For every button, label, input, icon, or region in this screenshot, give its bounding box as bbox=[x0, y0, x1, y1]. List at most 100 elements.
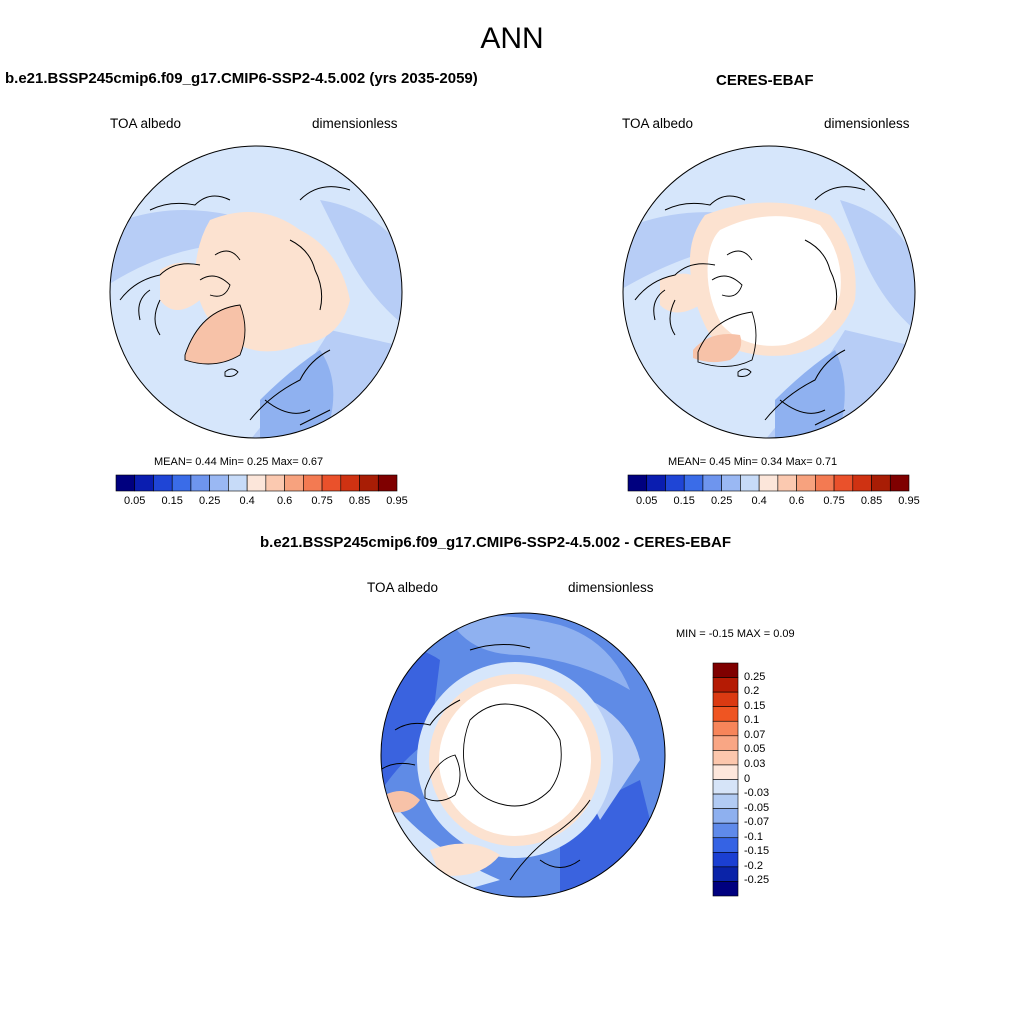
diff-colorbar-tick-label: 0.15 bbox=[744, 699, 766, 712]
diff-map-peach-bottom bbox=[430, 843, 500, 876]
obs-map-coast-europe bbox=[764, 349, 846, 426]
diff-map-north-blue bbox=[450, 616, 630, 690]
model-map-greenland bbox=[185, 305, 245, 364]
model-colorbar-tick-label: 0.6 bbox=[276, 495, 293, 507]
model-colorbar-swatch bbox=[171, 474, 192, 492]
obs-colorbar-swatch bbox=[852, 474, 872, 492]
model-colorbar-swatch bbox=[284, 474, 304, 492]
model-map bbox=[110, 146, 402, 438]
model-map-band-west bbox=[110, 210, 230, 290]
model-map-coast-north-america bbox=[119, 195, 231, 336]
model-map-band-east bbox=[320, 200, 402, 330]
obs-map-band-east bbox=[840, 200, 915, 330]
model-map-canada-peach bbox=[160, 262, 205, 310]
obs-colorbar-swatch bbox=[796, 474, 816, 492]
diff-colorbar-swatch bbox=[712, 837, 739, 853]
obs-colorbar-tick-label: 0.6 bbox=[788, 495, 805, 507]
diff-colorbar-swatch bbox=[712, 662, 739, 678]
obs-variable-label: TOA albedo bbox=[622, 116, 694, 131]
obs-colorbar-swatch bbox=[815, 474, 835, 492]
model-colorbar-swatch bbox=[321, 474, 342, 492]
obs-colorbar-swatch bbox=[683, 474, 704, 492]
model-colorbar-tick-label: 0.05 bbox=[124, 495, 146, 507]
model-colorbar-swatch bbox=[359, 474, 379, 492]
diff-colorbar-tick-label: 0.03 bbox=[744, 757, 766, 770]
diff-colorbar-tick-label: -0.1 bbox=[744, 830, 763, 843]
diff-colorbar-tick-label: -0.05 bbox=[744, 801, 770, 814]
model-colorbar-swatch bbox=[377, 474, 398, 492]
model-colorbar-swatch bbox=[134, 474, 154, 492]
model-colorbar bbox=[115, 474, 398, 492]
model-mean-label: MEAN= bbox=[154, 456, 193, 468]
model-panel-title: b.e21.BSSP245cmip6.f09_g17.CMIP6-SSP2-4.… bbox=[5, 70, 478, 87]
obs-colorbar-swatch bbox=[777, 474, 797, 492]
obs-colorbar-swatch bbox=[646, 474, 666, 492]
diff-map-ice-white bbox=[439, 684, 591, 836]
diff-colorbar-swatch bbox=[712, 881, 739, 897]
obs-colorbar-swatch bbox=[871, 474, 891, 492]
obs-colorbar-tick-label: 0.85 bbox=[860, 495, 883, 507]
model-map-coast-europe bbox=[249, 349, 331, 426]
model-colorbar-swatch bbox=[303, 474, 323, 492]
diff-colorbar-swatch bbox=[712, 720, 739, 737]
obs-colorbar-tick-label: 0.25 bbox=[710, 495, 733, 507]
obs-max-label: Max= bbox=[785, 456, 813, 468]
obs-colorbar-swatch bbox=[740, 474, 760, 492]
obs-map-greenland bbox=[693, 334, 742, 363]
obs-min-value: 0.34 bbox=[760, 456, 783, 468]
obs-min-label: Min= bbox=[733, 456, 758, 468]
diff-colorbar-tick-label: 0.07 bbox=[744, 728, 766, 741]
obs-map-coast-siberia bbox=[804, 186, 866, 311]
diff-colorbar-swatch bbox=[712, 808, 739, 824]
obs-map-coast-iceland bbox=[737, 368, 752, 377]
diff-colorbar-tick-label: -0.03 bbox=[744, 787, 770, 800]
model-map-coast-arctic-islands bbox=[199, 250, 241, 297]
diff-map-coast-europe bbox=[509, 799, 591, 881]
diff-colorbar-swatch bbox=[712, 750, 739, 766]
diff-variable-label: TOA albedo bbox=[367, 580, 439, 595]
diff-map-salmon-spot bbox=[385, 791, 420, 813]
obs-map-coast-north-america bbox=[634, 195, 746, 336]
obs-map-coast-arctic-islands bbox=[711, 250, 753, 297]
diff-colorbar-swatch bbox=[712, 706, 739, 722]
diff-colorbar-swatch bbox=[712, 779, 739, 795]
figure-title: ANN bbox=[480, 22, 544, 55]
obs-colorbar-swatch bbox=[702, 474, 722, 492]
obs-units-label: dimensionless bbox=[824, 116, 910, 131]
obs-colorbar bbox=[627, 474, 910, 492]
diff-colorbar bbox=[712, 662, 739, 897]
model-colorbar-tick-label: 0.15 bbox=[161, 495, 183, 507]
diff-colorbar-tick-label: 0.25 bbox=[744, 670, 766, 683]
obs-colorbar-tick-label: 0.95 bbox=[898, 495, 920, 507]
diff-colorbar-swatch bbox=[712, 822, 739, 839]
obs-mean-label: MEAN= bbox=[668, 456, 707, 468]
obs-colorbar-tick-label: 0.05 bbox=[636, 495, 658, 507]
model-colorbar-tick-label: 0.25 bbox=[198, 495, 221, 507]
diff-map bbox=[381, 613, 665, 897]
diff-map-border bbox=[380, 612, 666, 898]
obs-stats: MEAN= 0.45 Min= 0.34 Max= 0.71 bbox=[668, 456, 837, 468]
diff-colorbar-tick-label: 0 bbox=[744, 772, 751, 785]
model-map-coast-iceland bbox=[224, 368, 239, 377]
diff-colorbar-tick-label: -0.25 bbox=[744, 874, 770, 887]
model-colorbar-swatch bbox=[340, 474, 360, 492]
obs-mean-value: 0.45 bbox=[709, 456, 731, 468]
diff-colorbar-tick-label: -0.15 bbox=[744, 845, 770, 858]
model-min-label: Min= bbox=[219, 456, 244, 468]
obs-map-border bbox=[622, 145, 916, 439]
model-colorbar-tick-label: 0.85 bbox=[348, 495, 371, 507]
model-colorbar-tick-label: 0.75 bbox=[311, 495, 333, 507]
model-max-label: Max= bbox=[271, 456, 299, 468]
obs-colorbar-tick-label: 0.75 bbox=[823, 495, 845, 507]
model-units-label: dimensionless bbox=[312, 116, 398, 131]
diff-colorbar-tick-label: 0.2 bbox=[744, 685, 760, 698]
diff-colorbar-swatch bbox=[712, 677, 739, 693]
obs-map-arctic-white bbox=[707, 216, 841, 346]
model-colorbar-swatch bbox=[246, 474, 267, 492]
model-colorbar-tick-label: 0.4 bbox=[239, 495, 255, 507]
diff-colorbar-swatch bbox=[712, 735, 739, 751]
obs-colorbar-swatch bbox=[665, 474, 685, 492]
model-map-border bbox=[109, 145, 403, 439]
diff-colorbar-tick-label: -0.2 bbox=[744, 859, 763, 872]
